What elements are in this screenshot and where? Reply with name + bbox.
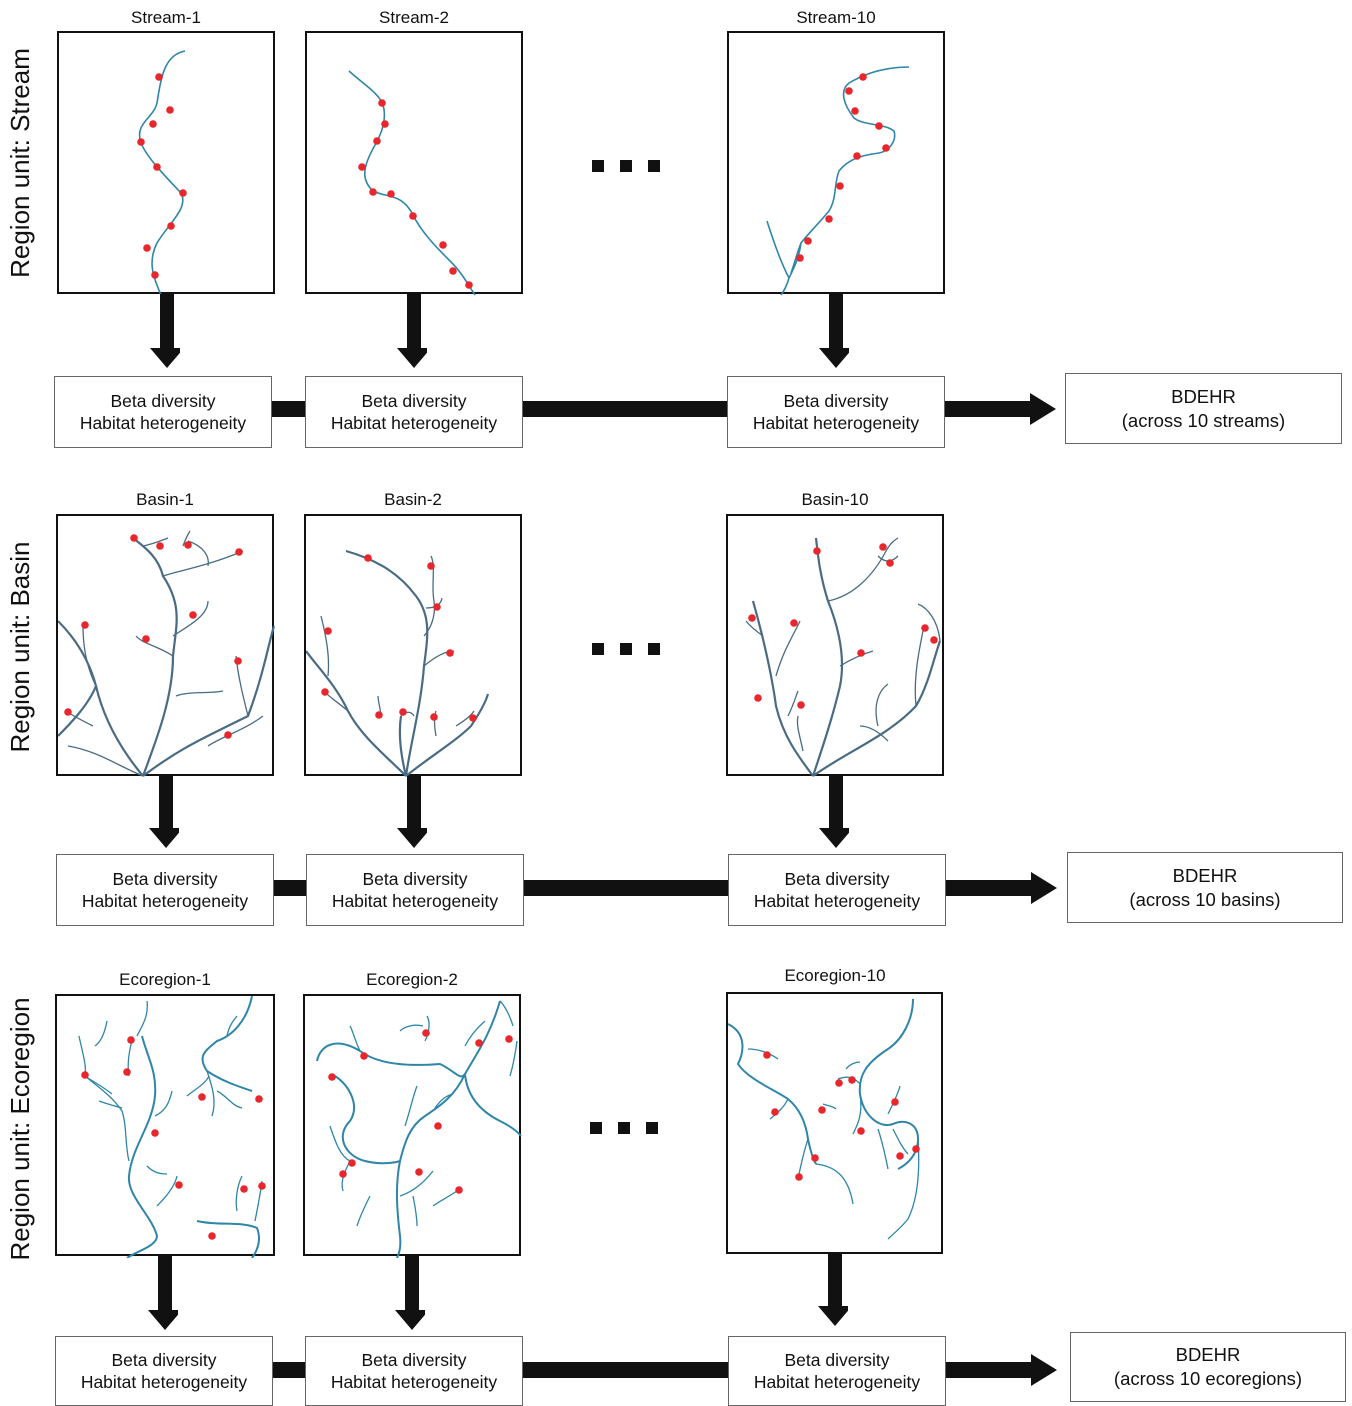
habitat-heterogeneity-label: Habitat heterogeneity bbox=[81, 891, 249, 911]
beta-diversity-label: Beta diversity bbox=[362, 869, 468, 889]
connector-stream-1-2 bbox=[272, 401, 306, 417]
beta-diversity-label: Beta diversity bbox=[784, 1350, 890, 1370]
panel-title-basin-2: Basin-2 bbox=[384, 490, 442, 509]
arrow-down-stream-1 bbox=[150, 294, 180, 368]
metrics-box-ecoregion-1: Beta diversity Habitat heterogeneity bbox=[55, 1336, 273, 1406]
row-label-ecoregion: Region unit: Ecoregion bbox=[5, 997, 35, 1261]
metrics-box-ecoregion-2: Beta diversity Habitat heterogeneity bbox=[305, 1336, 523, 1406]
ecoregion-2-map bbox=[303, 994, 522, 1258]
arrow-down-ecoregion-10 bbox=[818, 1254, 848, 1326]
basin-2-map bbox=[304, 514, 522, 777]
ellipsis-icon-ecoregion bbox=[590, 1122, 658, 1134]
habitat-heterogeneity-label: Habitat heterogeneity bbox=[752, 413, 920, 433]
result-box-stream: BDEHR (across 10 streams) bbox=[1065, 373, 1342, 444]
basin-10-map bbox=[726, 514, 944, 777]
result-box-basin: BDEHR (across 10 basins) bbox=[1067, 852, 1343, 923]
result-title: BDEHR bbox=[1171, 385, 1236, 407]
metrics-box-basin-2: Beta diversity Habitat heterogeneity bbox=[306, 854, 524, 926]
stream-10-map bbox=[727, 31, 945, 296]
arrow-right-stream bbox=[944, 393, 1056, 425]
habitat-heterogeneity-label: Habitat heterogeneity bbox=[330, 1372, 498, 1392]
metrics-box-basin-1: Beta diversity Habitat heterogeneity bbox=[56, 854, 274, 926]
result-subtitle: (across 10 streams) bbox=[1121, 409, 1286, 431]
beta-diversity-label: Beta diversity bbox=[112, 869, 218, 889]
panel-title-ecoregion-2: Ecoregion-2 bbox=[366, 970, 458, 989]
ellipsis-icon-stream bbox=[592, 160, 660, 172]
ellipsis-icon-basin bbox=[592, 643, 660, 655]
metrics-box-ecoregion-10: Beta diversity Habitat heterogeneity bbox=[728, 1336, 946, 1406]
result-box-ecoregion: BDEHR (across 10 ecoregions) bbox=[1070, 1332, 1346, 1402]
stream-1-map bbox=[57, 31, 275, 296]
connector-ecoregion-1-2 bbox=[272, 1362, 306, 1378]
ecoregion-10-map bbox=[726, 992, 943, 1254]
basin-1-map bbox=[56, 514, 276, 777]
connector-basin-2-10 bbox=[523, 880, 729, 896]
habitat-heterogeneity-label: Habitat heterogeneity bbox=[753, 1372, 921, 1392]
ecoregion-1-map bbox=[55, 994, 275, 1258]
habitat-heterogeneity-label: Habitat heterogeneity bbox=[330, 413, 498, 433]
arrow-down-ecoregion-1 bbox=[148, 1256, 178, 1330]
result-title: BDEHR bbox=[1172, 864, 1238, 886]
row-label-stream: Region unit: Stream bbox=[5, 48, 35, 278]
row-label-basin: Region unit: Basin bbox=[5, 541, 35, 753]
habitat-heterogeneity-label: Habitat heterogeneity bbox=[753, 891, 921, 911]
connector-stream-2-10 bbox=[522, 401, 728, 417]
panel-title-stream-1: Stream-1 bbox=[131, 8, 201, 27]
arrow-down-basin-10 bbox=[819, 776, 849, 848]
habitat-heterogeneity-label: Habitat heterogeneity bbox=[79, 413, 247, 433]
habitat-heterogeneity-label: Habitat heterogeneity bbox=[331, 891, 499, 911]
metrics-box-stream-10: Beta diversity Habitat heterogeneity bbox=[727, 376, 945, 448]
beta-diversity-label: Beta diversity bbox=[783, 391, 889, 411]
arrow-down-stream-2 bbox=[397, 294, 427, 368]
panel-title-basin-10: Basin-10 bbox=[801, 490, 869, 509]
connector-ecoregion-2-10 bbox=[522, 1362, 728, 1378]
connector-basin-1-2 bbox=[274, 880, 306, 896]
arrow-down-ecoregion-2 bbox=[395, 1256, 425, 1330]
beta-diversity-label: Beta diversity bbox=[361, 1350, 467, 1370]
habitat-heterogeneity-label: Habitat heterogeneity bbox=[80, 1372, 248, 1392]
result-subtitle: (across 10 basins) bbox=[1129, 888, 1281, 910]
panel-title-ecoregion-10: Ecoregion-10 bbox=[784, 966, 886, 985]
stream-2-map bbox=[305, 31, 523, 296]
metrics-box-stream-1: Beta diversity Habitat heterogeneity bbox=[54, 376, 272, 448]
beta-diversity-label: Beta diversity bbox=[110, 391, 216, 411]
beta-diversity-label: Beta diversity bbox=[784, 869, 890, 889]
metrics-box-basin-10: Beta diversity Habitat heterogeneity bbox=[728, 854, 946, 926]
arrow-down-stream-10 bbox=[819, 294, 849, 368]
panel-title-stream-10: Stream-10 bbox=[796, 8, 876, 27]
result-subtitle: (across 10 ecoregions) bbox=[1113, 1368, 1303, 1389]
arrow-right-basin bbox=[945, 872, 1057, 904]
arrow-down-basin-1 bbox=[149, 776, 179, 848]
result-title: BDEHR bbox=[1175, 1344, 1241, 1365]
metrics-box-stream-2: Beta diversity Habitat heterogeneity bbox=[305, 376, 523, 448]
panel-title-basin-1: Basin-1 bbox=[136, 490, 194, 509]
arrow-down-basin-2 bbox=[397, 776, 427, 848]
panel-title-stream-2: Stream-2 bbox=[379, 8, 449, 27]
arrow-right-ecoregion bbox=[945, 1354, 1057, 1386]
beta-diversity-label: Beta diversity bbox=[361, 391, 467, 411]
panel-title-ecoregion-1: Ecoregion-1 bbox=[119, 970, 211, 989]
beta-diversity-label: Beta diversity bbox=[111, 1350, 217, 1370]
